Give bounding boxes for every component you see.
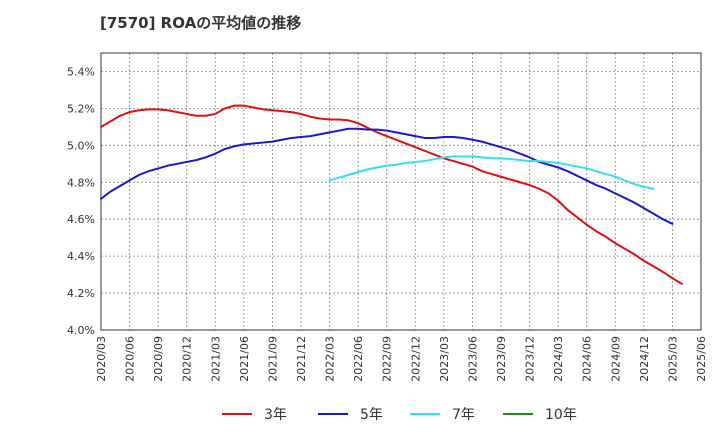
- y-tick-label: 4.4%: [67, 250, 95, 263]
- x-tick-label: 2020/12: [181, 336, 194, 382]
- legend-label-4: 10年: [545, 407, 577, 423]
- y-tick-label: 4.8%: [67, 176, 95, 189]
- x-tick-label: 2025/03: [666, 336, 679, 382]
- x-tick-label: 2023/09: [495, 336, 508, 382]
- legend: 3年 5年 7年 10年: [222, 407, 577, 423]
- data-series: [100, 104, 683, 285]
- plot-area-border: [100, 52, 702, 331]
- x-tick-label: 2021/12: [295, 336, 308, 382]
- legend-label-3: 7年: [452, 407, 475, 423]
- plot-area-background: [101, 53, 701, 330]
- x-tick-label: 2020/09: [152, 336, 165, 382]
- y-tick-label: 5.2%: [67, 102, 95, 115]
- y-tick-label: 4.6%: [67, 213, 95, 226]
- series-line-1: [100, 104, 683, 285]
- x-tick-label: 2020/06: [124, 336, 137, 382]
- x-tick-label: 2024/09: [609, 336, 622, 382]
- legend-label-2: 5年: [360, 407, 383, 423]
- x-tick-label: 2022/06: [352, 336, 365, 382]
- series-line-3: [328, 155, 655, 190]
- chart-title: [7570] ROAの平均値の推移: [100, 14, 302, 32]
- x-tick-label: 2022/12: [409, 336, 422, 382]
- x-tick-label: 2024/12: [638, 336, 651, 382]
- x-tick-label: 2024/03: [552, 336, 565, 382]
- x-tick-label: 2025/06: [695, 336, 708, 382]
- x-tick-label: 2021/06: [238, 336, 251, 382]
- x-tick-label: 2020/03: [95, 336, 108, 382]
- y-tick-label: 5.4%: [67, 65, 95, 78]
- y-axis-tick-labels: 4.0% 4.2% 4.4% 4.6% 4.8% 5.0% 5.2% 5.4%: [67, 65, 95, 337]
- y-tick-label: 4.2%: [67, 287, 95, 300]
- x-tick-label: 2022/09: [381, 336, 394, 382]
- x-tick-label: 2023/06: [466, 336, 479, 382]
- series-line-2: [100, 127, 674, 225]
- x-tick-label: 2022/03: [324, 336, 337, 382]
- x-tick-label: 2021/09: [266, 336, 279, 382]
- x-tick-label: 2023/12: [524, 336, 537, 382]
- x-axis-tick-labels: 2020/03 2020/06 2020/09 2020/12 2021/03 2021/…: [95, 336, 708, 382]
- x-tick-label: 2021/03: [209, 336, 222, 382]
- y-tick-label: 4.0%: [67, 324, 95, 337]
- x-tick-label: 2023/03: [438, 336, 451, 382]
- x-tick-label: 2024/06: [581, 336, 594, 382]
- y-tick-label: 5.0%: [67, 139, 95, 152]
- legend-label-1: 3年: [264, 407, 287, 423]
